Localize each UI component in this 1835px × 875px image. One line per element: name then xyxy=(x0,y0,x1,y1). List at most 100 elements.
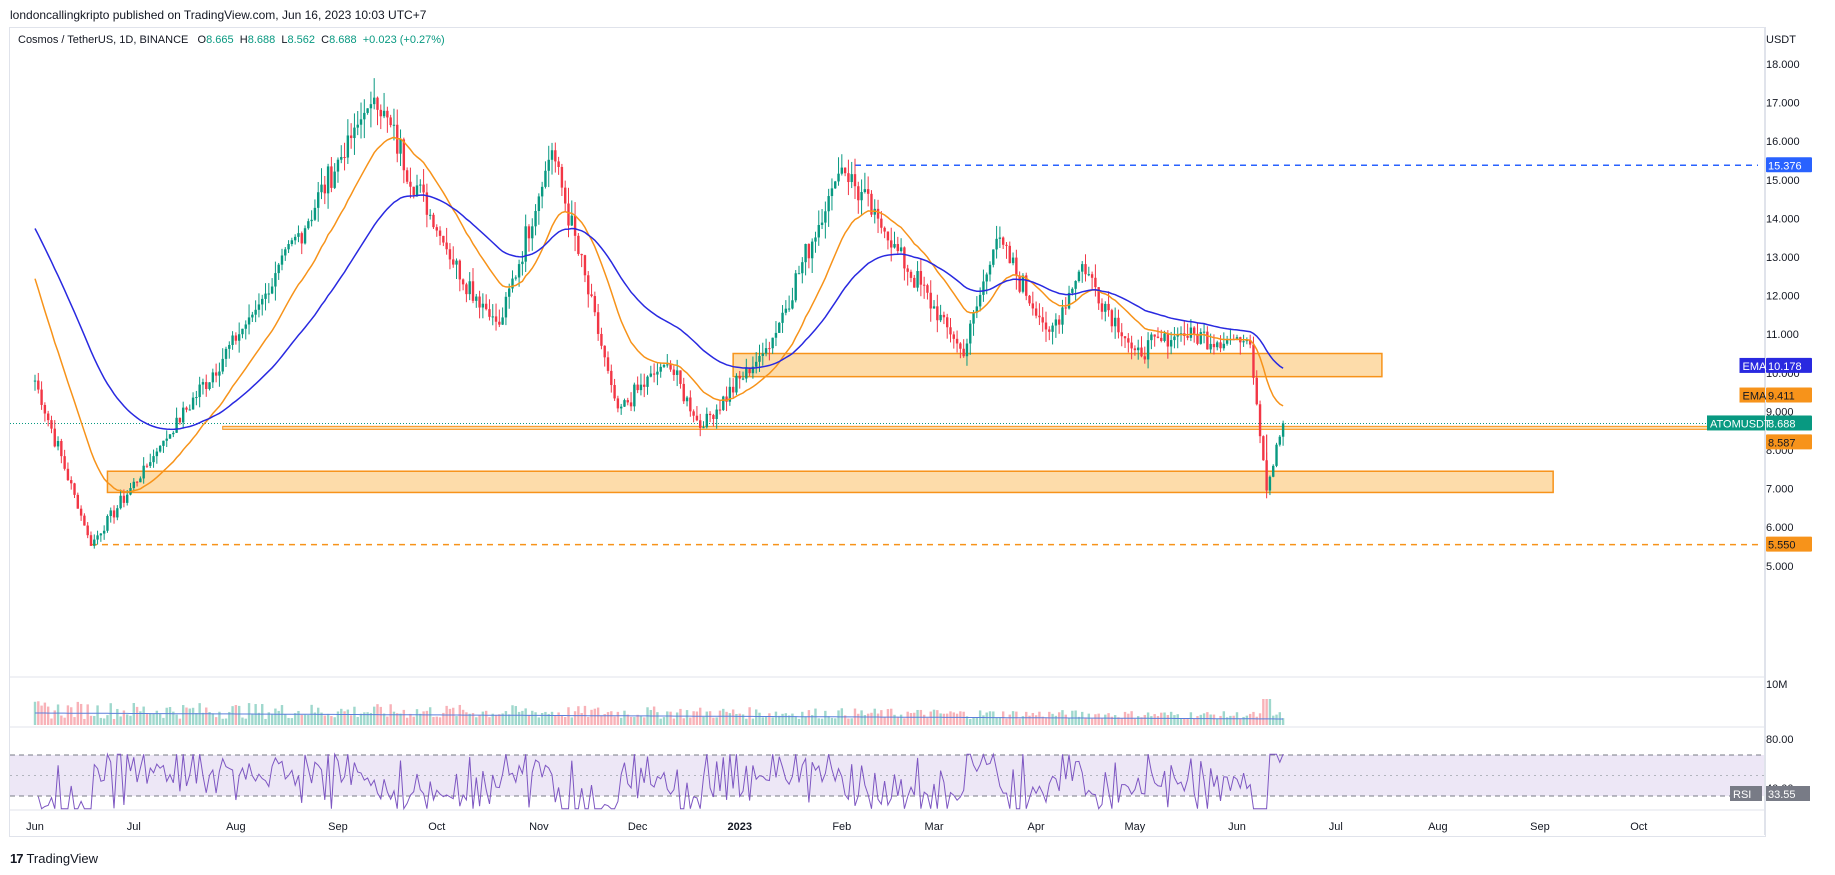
volume-bar xyxy=(679,708,682,725)
ema-fast-value: 9.411 xyxy=(1768,391,1795,403)
candle-body xyxy=(824,211,827,223)
candle-body xyxy=(195,397,198,399)
candle-body xyxy=(399,139,402,154)
volume-bar xyxy=(969,718,972,725)
volume-bar xyxy=(695,711,699,725)
volume-bar xyxy=(590,709,593,725)
volume-bar xyxy=(965,716,969,725)
volume-bar xyxy=(1064,714,1067,725)
candle-body xyxy=(853,174,857,187)
candle-body xyxy=(155,451,159,457)
volume-bar xyxy=(504,711,508,725)
candle-body xyxy=(149,462,152,466)
candle-body xyxy=(629,402,633,407)
time-tick-label: Mar xyxy=(925,821,944,833)
volume-bar xyxy=(1209,714,1212,725)
close-label: C xyxy=(321,34,330,46)
candle-body xyxy=(1235,337,1239,340)
candle-body xyxy=(840,167,844,174)
volume-bar xyxy=(432,716,435,725)
volume-bar xyxy=(175,714,178,725)
ema-fast-value-bg xyxy=(1766,387,1812,403)
volume-bar xyxy=(738,713,741,725)
candle-body xyxy=(751,366,755,374)
volume-bar xyxy=(1048,711,1051,725)
candle-body xyxy=(758,355,761,362)
candle-body xyxy=(771,337,774,349)
volume-bar xyxy=(988,711,992,725)
candle-body xyxy=(534,210,537,227)
volume-bar xyxy=(1222,711,1226,725)
volume-bar xyxy=(827,716,830,725)
candle-body xyxy=(511,278,514,289)
volume-bar xyxy=(863,715,867,725)
volume-bar xyxy=(1179,718,1183,725)
candle-body xyxy=(270,286,274,294)
volume-bar xyxy=(402,709,406,725)
candle-body xyxy=(333,171,336,188)
candle-body xyxy=(1153,334,1156,337)
tradingview-wordmark: TradingView xyxy=(26,851,99,866)
volume-bar xyxy=(405,717,409,725)
candle-body xyxy=(893,244,896,248)
candle-body xyxy=(1225,339,1229,344)
candle-body xyxy=(1163,333,1166,341)
candle-body xyxy=(554,150,557,162)
candle-body xyxy=(1186,335,1189,338)
volume-bar xyxy=(685,710,689,725)
candle-body xyxy=(455,260,458,265)
candle-body xyxy=(303,228,307,244)
candle-body xyxy=(1057,319,1061,325)
candle-body xyxy=(409,181,412,187)
volume-bar xyxy=(129,715,132,725)
volume-bar xyxy=(70,707,73,725)
volume-bar xyxy=(270,714,274,725)
price-tick-label: 5.000 xyxy=(1766,561,1794,573)
volume-bar xyxy=(50,718,53,725)
candle-body xyxy=(126,494,129,503)
price-tick-label: 16.000 xyxy=(1766,136,1800,148)
candle-body xyxy=(363,112,366,120)
candle-body xyxy=(1081,264,1084,272)
volume-bar xyxy=(893,714,896,725)
volume-bar xyxy=(465,712,468,725)
candle-body xyxy=(1117,317,1120,333)
symbol-title: Cosmos / TetherUS, 1D, BINANCE xyxy=(18,34,189,46)
candle-body xyxy=(214,372,218,376)
last-price-value-bg xyxy=(1766,415,1812,431)
candle-body xyxy=(162,440,165,446)
candle-body xyxy=(675,370,679,375)
candle-body xyxy=(56,441,60,447)
volume-bar xyxy=(656,712,659,725)
candle-body xyxy=(623,400,626,407)
volume-bar xyxy=(501,713,504,725)
tradingview-logo[interactable]: 17 TradingView xyxy=(10,851,98,866)
time-tick-label: Jun xyxy=(1228,821,1246,833)
volume-bar xyxy=(903,718,906,725)
price-tick-label: 14.000 xyxy=(1766,213,1800,225)
candle-body xyxy=(570,215,573,226)
volume-bar xyxy=(728,713,732,725)
rsi-tag: RSI xyxy=(1733,789,1751,801)
volume-bar xyxy=(860,710,863,725)
volume-bar xyxy=(636,714,639,725)
time-tick-label: 2023 xyxy=(727,821,751,833)
volume-bar xyxy=(468,713,471,725)
candle-body xyxy=(40,389,43,405)
price-tick-label: 18.000 xyxy=(1766,59,1800,71)
candle-body xyxy=(847,173,850,183)
candle-body xyxy=(1281,423,1285,437)
candle-body xyxy=(1090,274,1094,278)
candle-body xyxy=(340,156,343,160)
volume-bar xyxy=(1087,713,1091,725)
volume-bar xyxy=(1044,717,1048,725)
candle-body xyxy=(261,298,264,305)
candle-body xyxy=(998,237,1002,239)
candle-body xyxy=(1272,465,1275,477)
time-tick-label: Sep xyxy=(328,821,348,833)
volume-bar xyxy=(330,716,333,725)
volume-bar xyxy=(666,711,669,725)
candle-body xyxy=(267,293,271,295)
candle-body xyxy=(1169,340,1173,347)
